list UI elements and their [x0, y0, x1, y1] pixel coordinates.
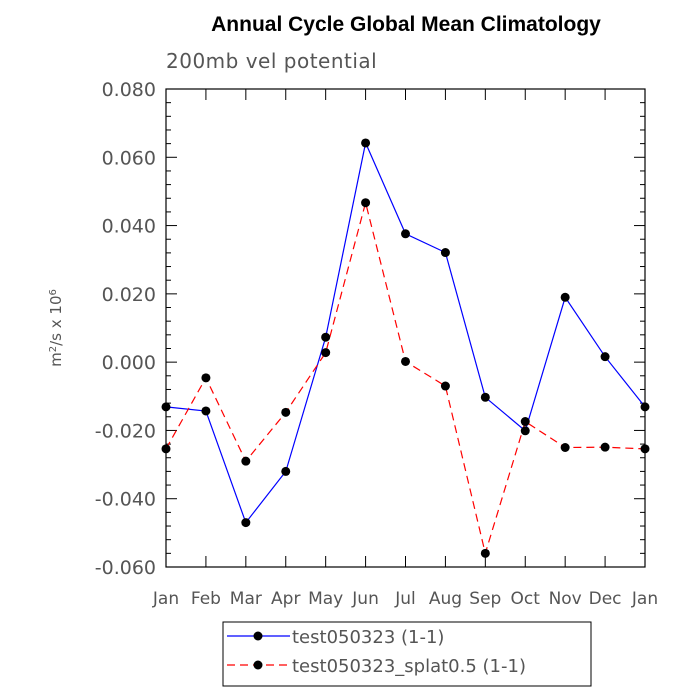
- y-axis-labels: -0.060 -0.040 -0.020 0.000 0.020 0.040 0.060 0.…: [95, 79, 156, 579]
- plot-frame: [165, 88, 646, 568]
- x-tick-label: Jan: [631, 589, 658, 609]
- series-1-point: [520, 426, 530, 436]
- y-tick-label: 0.020: [102, 284, 156, 306]
- series-layer: [161, 138, 650, 558]
- x-tick-label: Oct: [511, 589, 541, 609]
- y-tick-label: 0.040: [102, 216, 156, 238]
- series-1-line: [165, 140, 646, 524]
- legend-label-series-2: test050323_splat0.5 (1-1): [292, 656, 526, 677]
- x-tick-label: Sep: [469, 589, 501, 609]
- y-tick-label: 0.060: [102, 147, 156, 169]
- x-tick-label: Jun: [351, 589, 379, 609]
- series-1-point: [440, 248, 450, 258]
- series-1-point: [161, 402, 171, 412]
- series-2-point: [401, 356, 410, 366]
- x-tick-label: Dec: [589, 589, 622, 609]
- chart-subtitle: 200mb vel potential: [166, 49, 377, 73]
- legend-label-series-1: test050323 (1-1): [292, 627, 444, 648]
- y-tick-label: 0.080: [102, 79, 156, 101]
- series-1-point: [361, 138, 371, 148]
- chart-title: Annual Cycle Global Mean Climatology: [211, 13, 601, 36]
- y-tick-label: -0.040: [95, 489, 156, 511]
- x-axis-labels: Jan Feb Mar Apr May Jun Jul Aug Sep Oct Nov Dec Jan: [152, 589, 658, 609]
- x-tick-label: May: [308, 589, 343, 609]
- series-1-point: [201, 406, 211, 416]
- series-2-point: [640, 444, 650, 454]
- series-2-point: [560, 443, 570, 452]
- series-2-point: [281, 407, 291, 417]
- series-1-point: [560, 292, 570, 302]
- series-1-point: [480, 392, 490, 402]
- y-tick-label: 0.000: [102, 352, 156, 374]
- x-tick-label: Mar: [230, 589, 262, 609]
- legend-marker-series-2: [253, 660, 263, 670]
- y-tick-label: -0.060: [95, 557, 156, 579]
- series-2-point: [480, 548, 490, 558]
- x-tick-label: Apr: [271, 589, 300, 609]
- x-tick-label: Jan: [152, 589, 179, 609]
- series-1-point: [640, 402, 650, 412]
- y-tick-label: -0.020: [95, 420, 156, 442]
- series-2-point: [161, 444, 171, 454]
- series-1-point: [241, 518, 251, 528]
- series-1-point: [600, 352, 610, 362]
- series-2-point: [520, 417, 530, 427]
- legend-box: [222, 621, 592, 687]
- series-1-point: [401, 229, 410, 239]
- series-2-point: [241, 456, 251, 466]
- x-tick-label: Aug: [429, 589, 462, 609]
- series-2-point: [361, 198, 371, 208]
- x-tick-label: Jul: [394, 589, 416, 609]
- x-tick-label: Feb: [191, 589, 221, 609]
- legend-marker-series-1: [253, 631, 263, 641]
- series-1-point: [321, 332, 331, 342]
- series-2-point: [440, 381, 450, 391]
- x-tick-label: Nov: [549, 589, 582, 609]
- series-1-point: [281, 466, 291, 476]
- y-axis-label: m2/s x 106: [47, 289, 65, 367]
- series-2-point: [600, 442, 610, 452]
- axis-ticks: [165, 88, 646, 568]
- series-2-point: [321, 348, 331, 358]
- legend: test050323 (1-1) test050323_splat0.5 (1-…: [222, 621, 592, 687]
- series-2-point: [201, 373, 211, 383]
